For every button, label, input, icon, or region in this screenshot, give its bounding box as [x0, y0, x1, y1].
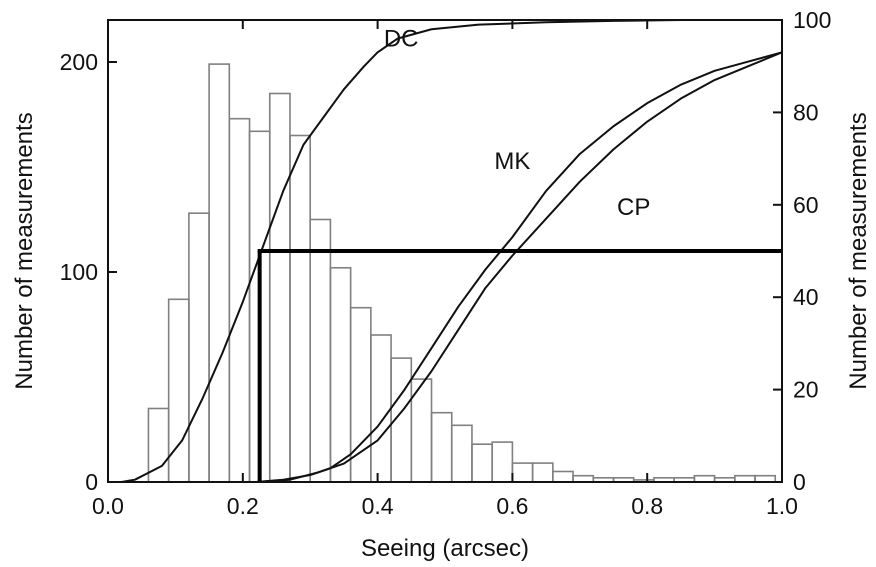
histogram-bar: [531, 462, 554, 483]
histogram-layer: [147, 63, 777, 483]
median-marker-layer: [257, 249, 782, 482]
labels-layer: DC MK CP: [384, 25, 651, 221]
y-left-tick-label: 200: [60, 49, 98, 75]
x-axis-label: Seeing (arcsec): [361, 535, 529, 562]
y-right-tick-label: 60: [793, 192, 819, 218]
plot-frame: [107, 19, 783, 483]
y-left-tick-label: 0: [85, 469, 98, 495]
x-tick-label: 0.6: [496, 493, 528, 519]
histogram-bar: [450, 424, 473, 483]
y-right-tick-label: 20: [793, 377, 819, 403]
histogram-bar: [289, 134, 312, 483]
y-right-tick-label: 100: [793, 7, 831, 33]
histogram-bar: [370, 334, 392, 483]
x-tick-label: 0.4: [362, 493, 394, 519]
histogram-bar: [491, 441, 514, 483]
histogram-bar: [228, 117, 251, 483]
y-left-tick-label: 100: [60, 259, 98, 285]
cumulative-curves-layer: [121, 19, 783, 483]
x-tick-label: 0.2: [227, 493, 259, 519]
histogram-bar: [208, 63, 231, 483]
histogram-bar: [430, 411, 453, 483]
histogram-bar: [329, 266, 352, 483]
y-right-tick-label: 0: [793, 469, 806, 495]
histogram-bar: [511, 462, 534, 483]
curve-cp: [256, 51, 783, 483]
x-tick-label: 0.8: [631, 493, 663, 519]
histogram-bar: [268, 92, 291, 483]
curve-label-mk: MK: [494, 148, 530, 175]
y-axis-right-label: Number of measurements: [845, 112, 872, 389]
histogram-bar: [552, 470, 574, 483]
histogram-bar: [188, 212, 210, 483]
curve-dc: [121, 19, 782, 483]
y-right-tick-label: 40: [793, 284, 819, 310]
x-tick-label: 1.0: [766, 493, 798, 519]
curve-label-cp: CP: [617, 194, 650, 221]
y-axis-left-label: Number of measurements: [11, 112, 38, 389]
y-right-tick-label: 80: [793, 99, 819, 125]
curve-label-dc: DC: [384, 25, 419, 52]
x-tick-label: 0.0: [92, 493, 124, 519]
histogram-bar: [309, 218, 332, 483]
histogram-bar: [471, 443, 493, 483]
